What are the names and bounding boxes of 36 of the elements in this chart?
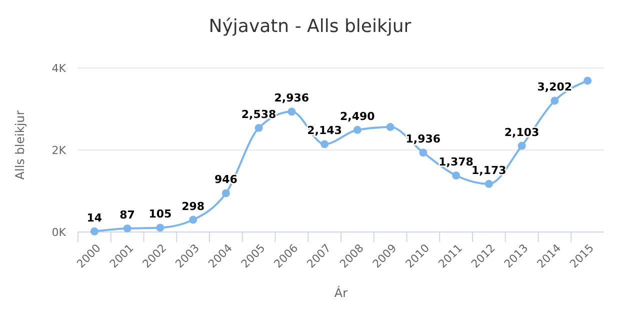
- x-axis-title: Ár: [334, 285, 348, 300]
- point: [452, 172, 460, 180]
- point: [288, 108, 296, 116]
- point: [419, 148, 428, 157]
- y-axis-title: Alls bleikjur: [13, 110, 27, 180]
- data-label: 14: [86, 211, 102, 224]
- data-label: 3,202: [537, 80, 572, 94]
- point: [584, 76, 592, 85]
- data-label: 1,378: [438, 156, 474, 168]
- data-label: 2,103: [504, 126, 540, 139]
- chart-title: Nýjavatn - Alls bleikjur: [208, 16, 412, 37]
- point: [123, 224, 132, 232]
- point: [550, 96, 559, 105]
- data-label: 1,173: [472, 164, 506, 177]
- point: [189, 216, 198, 224]
- y-tick-label: 4K: [52, 62, 67, 75]
- y-tick-label: 0K: [52, 226, 67, 239]
- data-label: 2,936: [274, 92, 310, 105]
- point: [353, 126, 362, 134]
- data-label: 105: [148, 208, 172, 221]
- y-tick-label: 2K: [52, 144, 67, 157]
- data-label: 298: [182, 200, 205, 213]
- point: [484, 180, 493, 188]
- point: [386, 123, 394, 132]
- data-label: 2,538: [241, 108, 276, 121]
- point: [254, 124, 263, 132]
- point: [518, 142, 526, 150]
- data-label: 1,936: [406, 132, 441, 146]
- data-label: 87: [120, 208, 135, 222]
- point: [90, 227, 98, 236]
- data-label: 2,143: [307, 124, 342, 138]
- point: [156, 224, 164, 232]
- point: [320, 140, 329, 148]
- data-label: 946: [214, 173, 238, 186]
- point: [222, 189, 230, 198]
- data-label: 2,490: [340, 110, 376, 123]
